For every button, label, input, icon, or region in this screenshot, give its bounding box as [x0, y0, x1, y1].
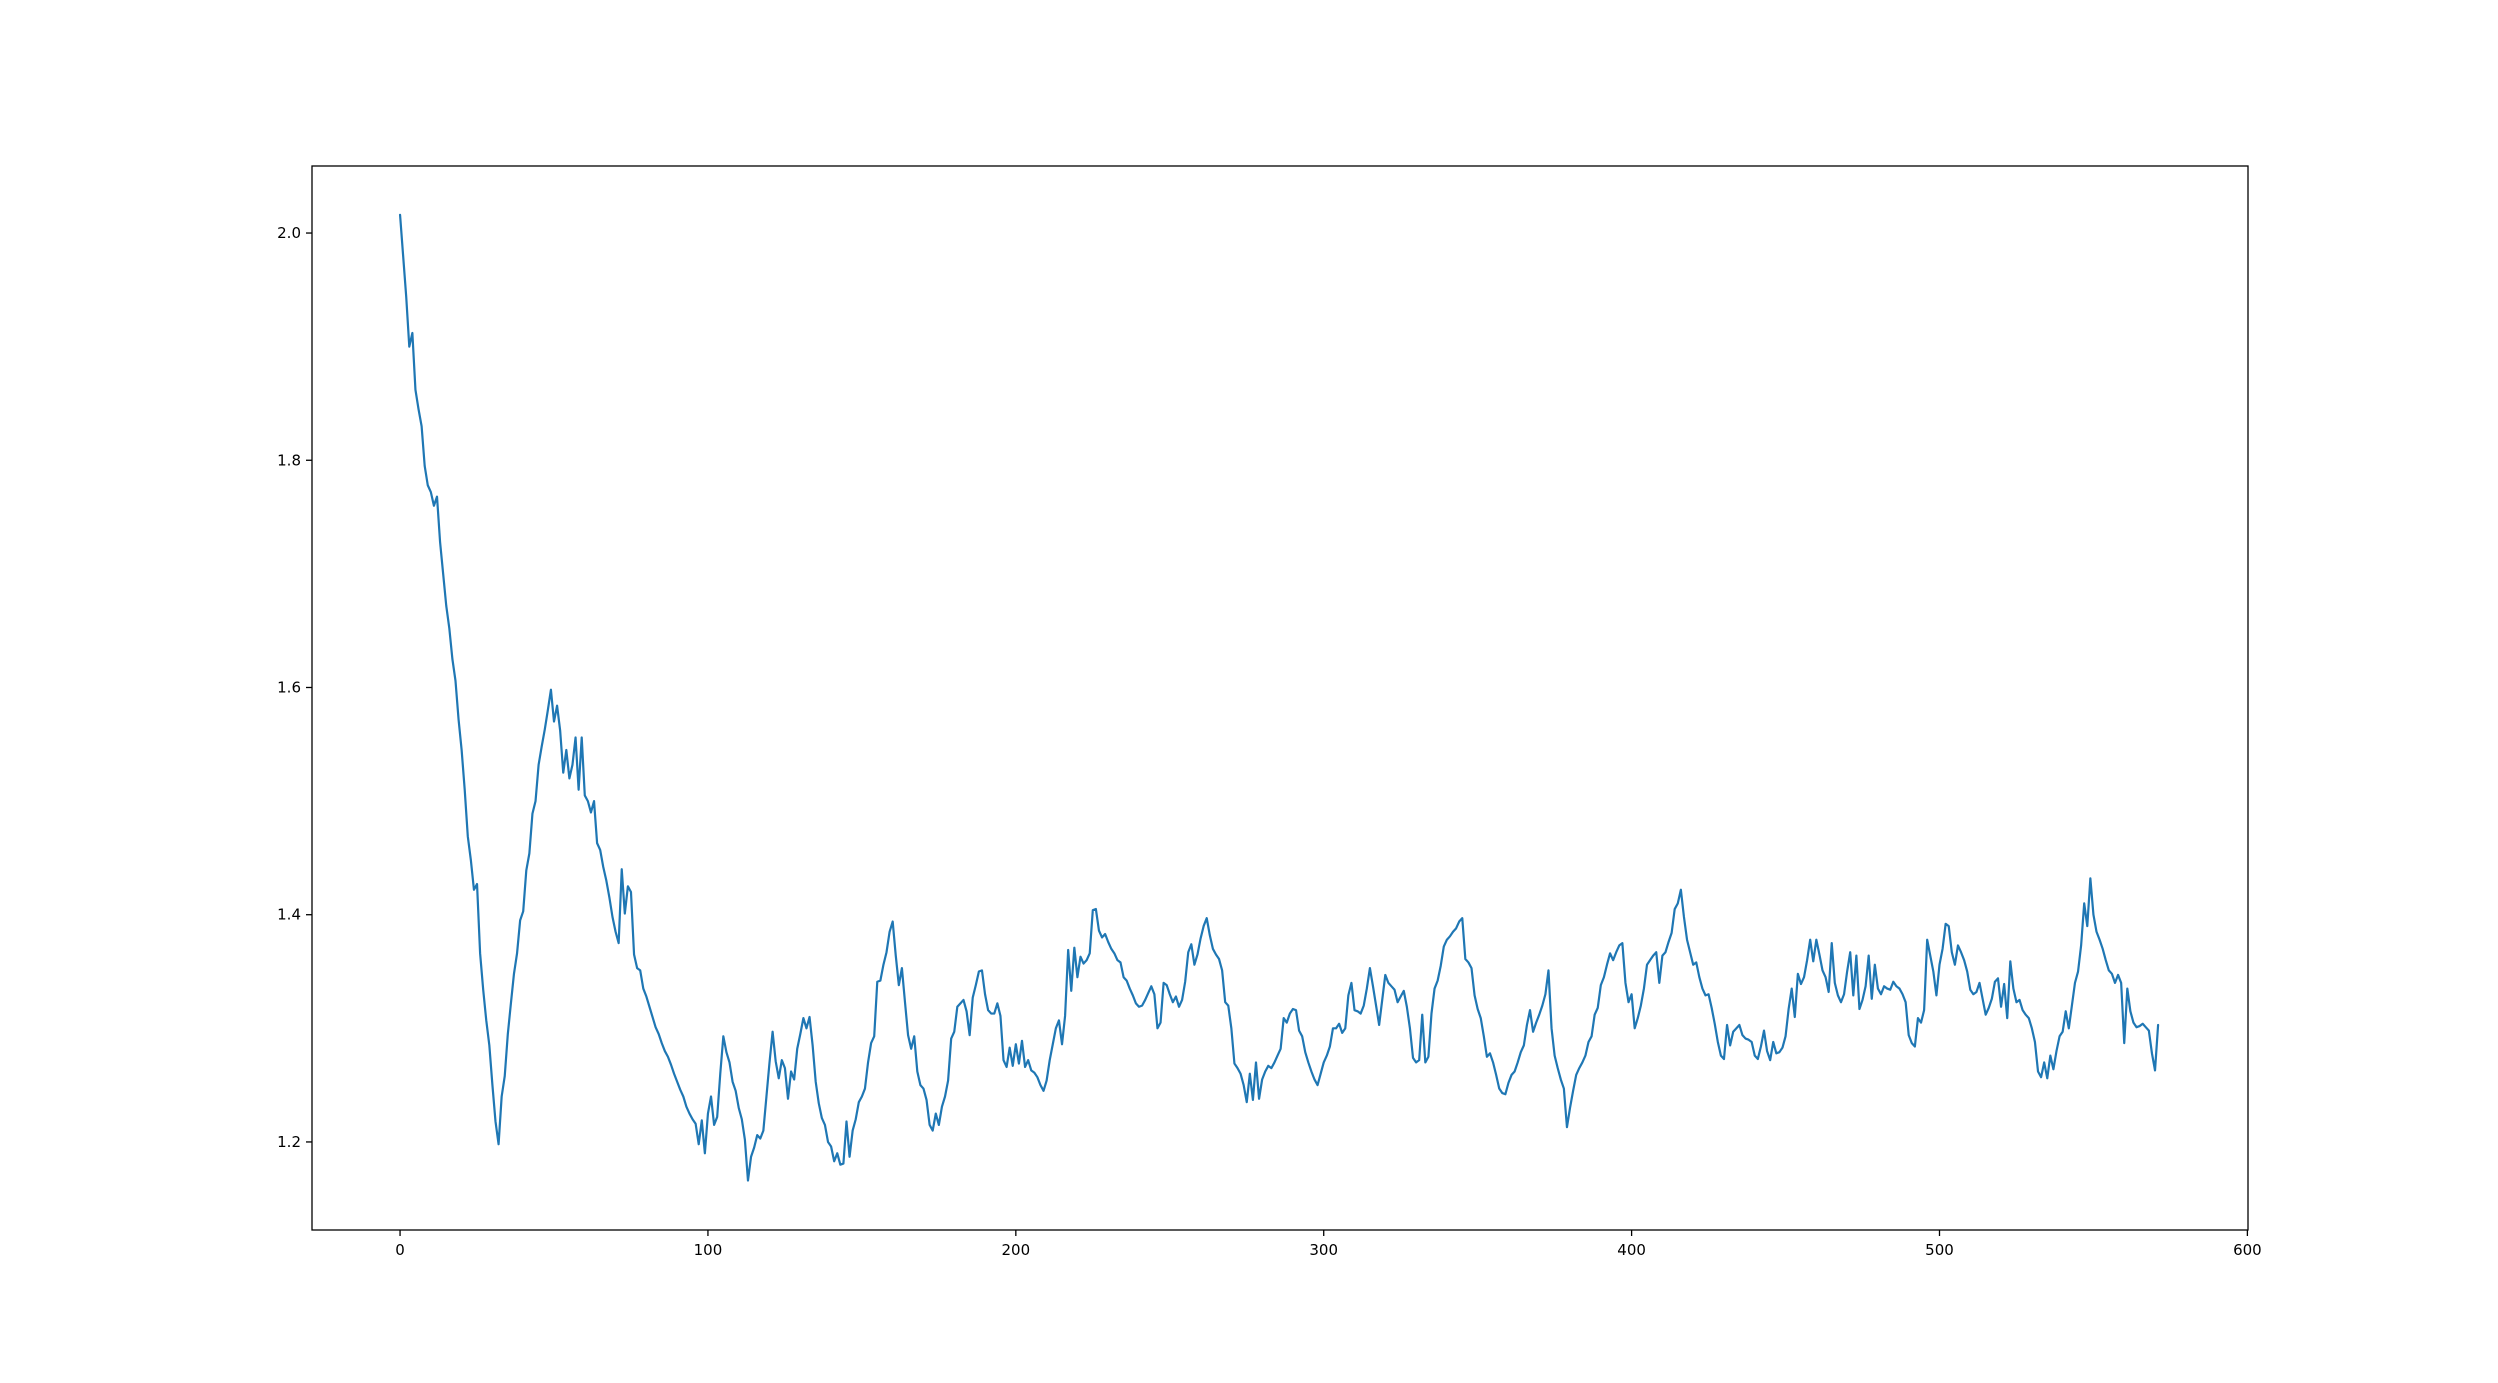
series-line	[398, 213, 2160, 1182]
y-tick-label: 1.8	[277, 451, 301, 469]
x-tick-label: 300	[1309, 1241, 1338, 1259]
x-tick-label: 600	[2233, 1241, 2262, 1259]
x-tick-label: 200	[1002, 1241, 1031, 1259]
y-tick-label: 1.2	[277, 1133, 301, 1151]
y-tick-label: 1.6	[277, 678, 301, 696]
y-tick-label: 2.0	[277, 224, 301, 242]
y-tick-label: 1.4	[277, 906, 301, 924]
x-tick-label: 400	[1617, 1241, 1646, 1259]
x-tick-label: 100	[694, 1241, 723, 1259]
x-tick-label: 0	[395, 1241, 405, 1259]
x-tick-label: 500	[1925, 1241, 1954, 1259]
plot-area-spines	[311, 165, 2249, 1231]
